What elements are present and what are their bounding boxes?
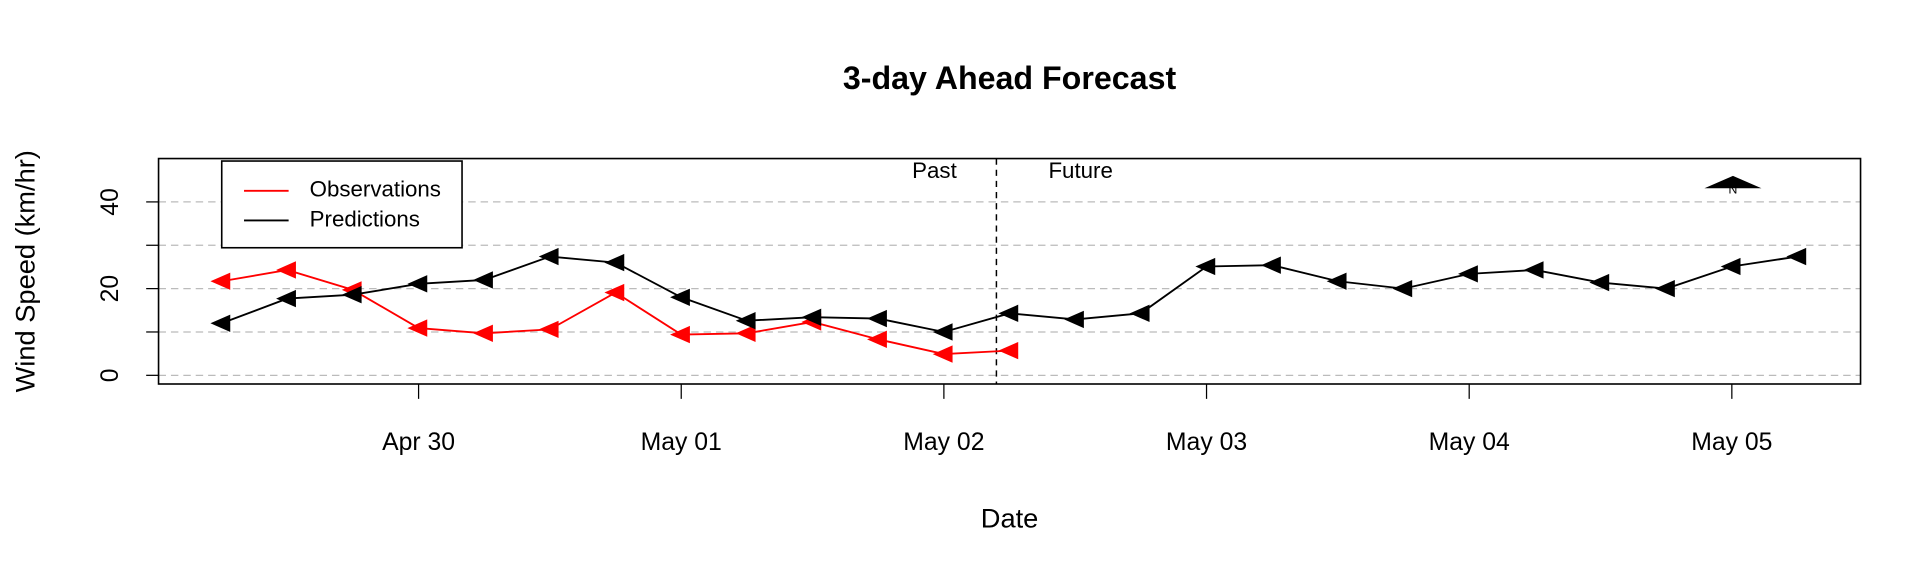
arrow-marker — [998, 341, 1019, 360]
arrow-marker — [407, 319, 428, 337]
arrow-marker — [341, 286, 362, 304]
y-tick-label: 20 — [97, 275, 124, 303]
arrow-marker — [473, 324, 493, 342]
arrow-marker — [867, 309, 887, 328]
arrow-marker — [538, 247, 559, 266]
arrow-marker — [210, 272, 231, 290]
arrow-marker — [538, 320, 559, 339]
y-tick-label: 40 — [97, 188, 124, 216]
arrow-marker — [1326, 272, 1347, 290]
x-tick-label: May 05 — [1691, 429, 1772, 456]
arrow-marker — [801, 308, 822, 326]
arrow-marker — [670, 325, 690, 344]
arrow-marker — [735, 324, 756, 342]
arrow-marker — [1064, 310, 1084, 329]
svg-text:N: N — [1728, 182, 1737, 196]
arrow-marker — [1392, 279, 1413, 298]
arrow-marker — [1589, 273, 1610, 292]
x-axis-label: Date — [981, 502, 1039, 533]
plot-frame — [157, 157, 1862, 385]
arrow-marker — [1261, 256, 1281, 274]
arrow-marker — [932, 323, 953, 341]
arrow-marker — [1523, 261, 1544, 279]
x-tick-label: May 01 — [641, 429, 722, 456]
y-axis-label: Wind Speed (km/hr) — [9, 150, 40, 392]
arrow-marker — [1195, 257, 1216, 276]
legend: Observations Predictions — [220, 160, 463, 249]
arrow-marker — [604, 253, 625, 272]
arrow-marker — [210, 314, 231, 332]
past-label: Past — [912, 158, 957, 183]
chart-title: 3-day Ahead Forecast — [843, 60, 1177, 96]
arrow-marker — [473, 271, 493, 289]
arrow-marker — [1655, 279, 1675, 298]
arrow-marker — [998, 304, 1019, 323]
future-label: Future — [1048, 158, 1112, 183]
x-tick-label: May 03 — [1166, 429, 1247, 456]
legend-label: Observations — [310, 177, 441, 202]
arrow-marker — [1458, 265, 1478, 283]
arrow-marker — [670, 288, 690, 306]
arrow-marker — [604, 283, 625, 302]
arrow-marker — [1720, 257, 1741, 276]
legend-label: Predictions — [310, 206, 420, 231]
arrow-marker — [932, 345, 953, 363]
arrow-marker — [1129, 304, 1150, 323]
north-arrow: N — [1704, 175, 1762, 196]
x-tick-label: May 04 — [1429, 429, 1510, 456]
y-tick-label: 0 — [97, 368, 124, 382]
arrow-marker — [276, 289, 296, 308]
legend-box — [220, 160, 463, 249]
arrow-marker — [276, 261, 296, 279]
arrow-marker — [407, 275, 428, 293]
x-tick-label: May 02 — [903, 429, 984, 456]
x-tick-label: Apr 30 — [382, 429, 455, 456]
arrow-marker — [735, 312, 756, 330]
arrow-marker — [867, 330, 887, 349]
arrow-marker — [1786, 247, 1807, 266]
